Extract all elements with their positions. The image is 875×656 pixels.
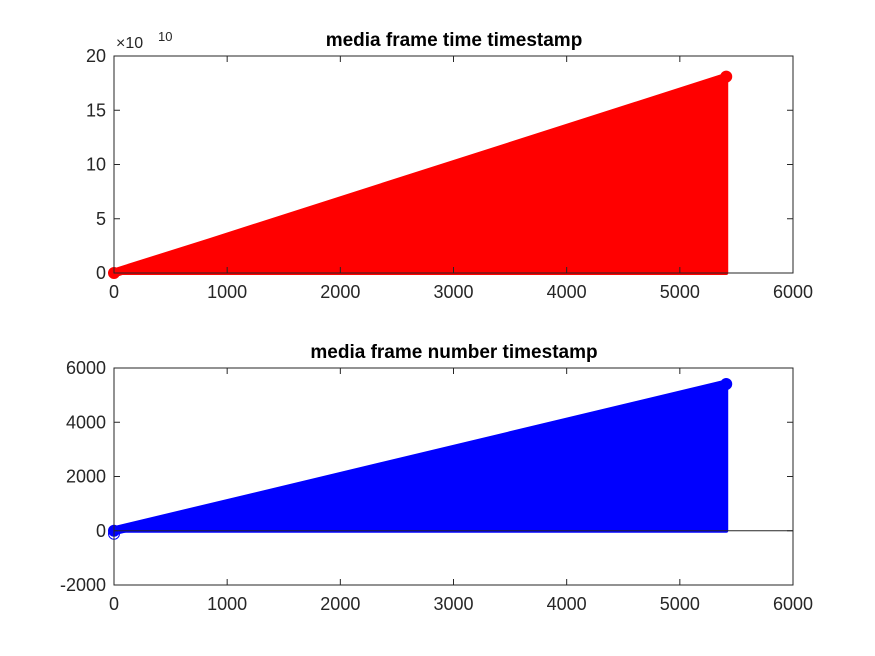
y-tick-label: 4000	[66, 412, 106, 432]
x-tick-label: 5000	[660, 282, 700, 302]
y-tick-label: 5	[96, 209, 106, 229]
x-tick-label: 1000	[207, 282, 247, 302]
x-tick-label: 6000	[773, 594, 813, 614]
subplot-frame-number: media frame number timestamp 0 1000 2000 30…	[60, 342, 813, 614]
x-tick-label: 3000	[433, 282, 473, 302]
x-tick-label: 0	[109, 594, 119, 614]
y-tick-label: 6000	[66, 358, 106, 378]
y-tick-label: -2000	[60, 575, 106, 595]
data-point	[720, 70, 733, 83]
chart-title: media frame number timestamp	[310, 342, 597, 363]
y-exponent-value: 10	[158, 29, 172, 44]
subplot-frame-time: media frame time timestamp ×10 10 0 1000 2…	[86, 29, 813, 302]
y-tick-label: 0	[96, 521, 106, 541]
y-tick-label: 10	[86, 155, 106, 175]
y-tick-label: 0	[96, 263, 106, 283]
x-tick-label: 4000	[547, 282, 587, 302]
y-exponent-prefix: ×10	[116, 35, 143, 52]
y-tick-label: 20	[86, 46, 106, 66]
data-point	[720, 378, 733, 391]
x-tick-label: 3000	[433, 594, 473, 614]
x-tick-label: 2000	[320, 594, 360, 614]
y-exponent-label: ×10 10	[116, 29, 172, 52]
x-tick-label: 5000	[660, 594, 700, 614]
y-tick-label: 15	[86, 100, 106, 120]
chart-title: media frame time timestamp	[326, 30, 583, 51]
x-tick-label: 6000	[773, 282, 813, 302]
y-tick-label: 2000	[66, 467, 106, 487]
x-tick-label: 0	[109, 282, 119, 302]
x-tick-label: 4000	[547, 594, 587, 614]
x-tick-label: 2000	[320, 282, 360, 302]
x-tick-label: 1000	[207, 594, 247, 614]
